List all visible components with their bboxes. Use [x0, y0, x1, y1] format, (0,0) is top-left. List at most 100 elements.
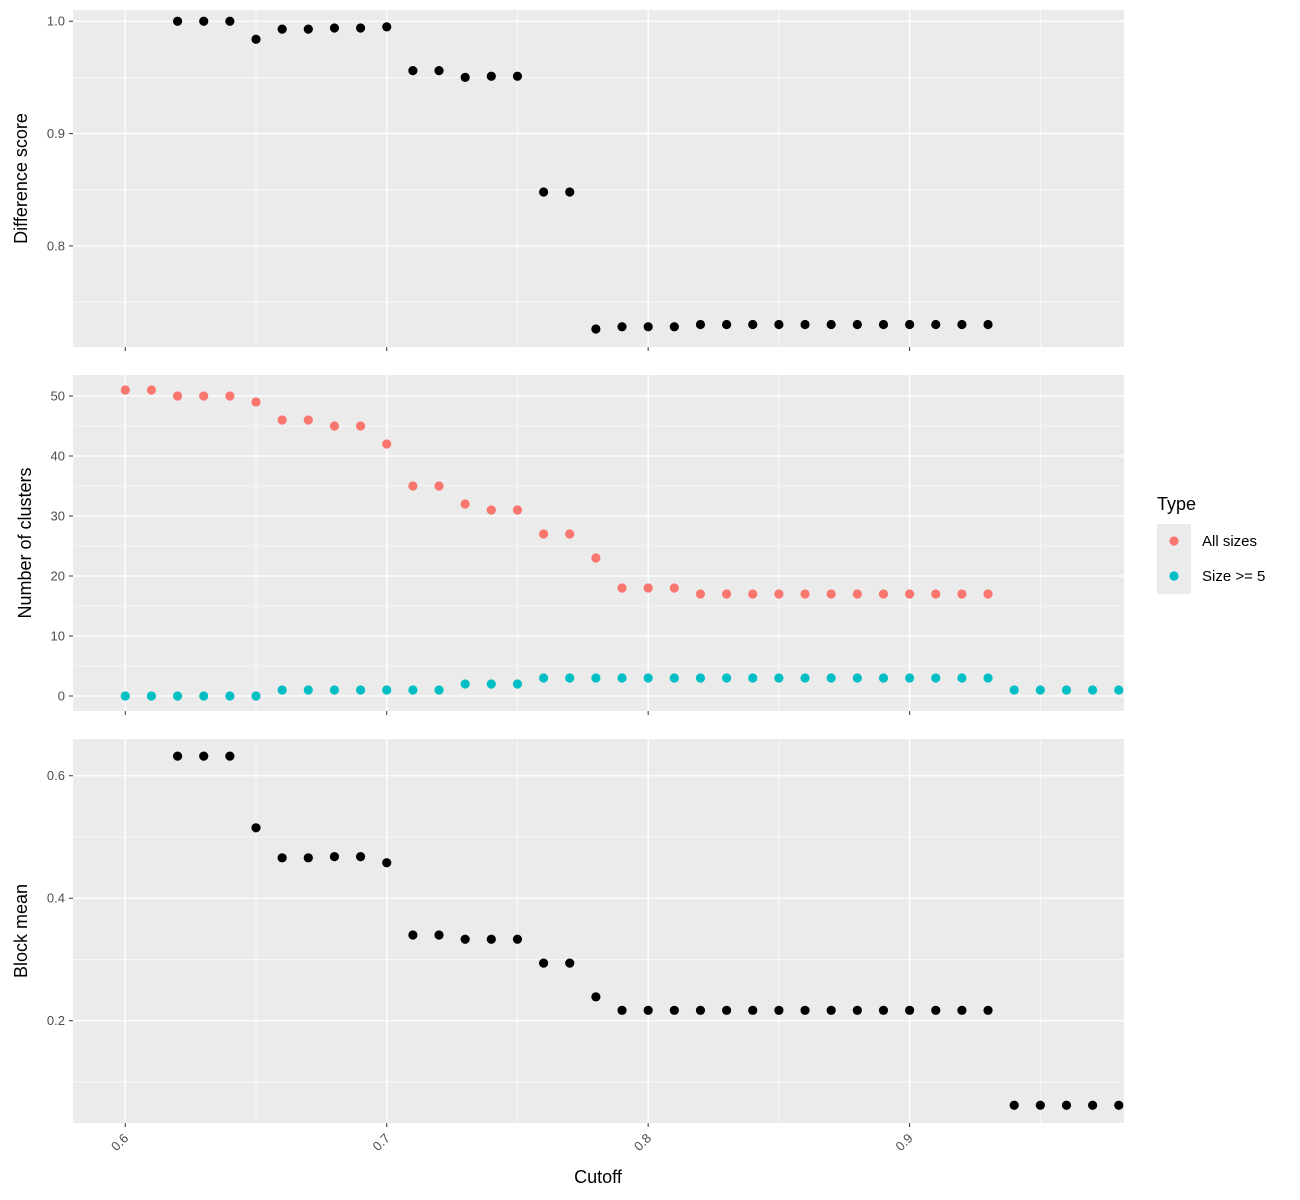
data-point [355, 23, 366, 33]
data-point [251, 823, 261, 833]
data-point [251, 34, 261, 44]
data-point [774, 673, 784, 683]
panel-top: 0.8 0.9 1.0 Difference score [11, 10, 1124, 351]
data-point [1088, 685, 1098, 695]
data-point [434, 481, 444, 491]
data-point [199, 691, 209, 701]
data-point [878, 319, 889, 330]
data-point [748, 589, 758, 599]
y-tick-label: 0.2 [47, 1013, 65, 1028]
data-point [669, 322, 679, 332]
y-tick-label: 0.6 [47, 768, 65, 783]
y-tick-label: 10 [51, 629, 65, 644]
data-point [957, 673, 967, 683]
data-point [774, 589, 784, 599]
data-point [695, 589, 706, 599]
data-point [225, 391, 235, 401]
legend-key [1169, 536, 1179, 546]
data-point [408, 66, 418, 76]
data-point [643, 1005, 653, 1015]
data-point [329, 421, 340, 431]
data-point [669, 1005, 679, 1015]
data-point [382, 22, 392, 32]
data-point [512, 505, 523, 515]
data-point [408, 930, 418, 940]
data-point [669, 673, 679, 683]
data-point [591, 992, 601, 1002]
data-point [460, 679, 470, 689]
data-point [277, 685, 287, 695]
data-point [146, 691, 157, 701]
data-point [774, 1005, 784, 1015]
data-point [748, 673, 758, 683]
y-axis-title: Difference score [11, 113, 31, 244]
data-point [800, 319, 810, 330]
legend-key [1169, 571, 1179, 581]
y-tick-label: 0.4 [47, 891, 65, 906]
panels: 0.8 0.9 1.0 Difference score 0 10 20 30 40 50 Numb… [11, 10, 1124, 1154]
data-point [669, 583, 679, 593]
y-tick-label: 0.8 [47, 238, 65, 253]
data-point [983, 319, 993, 330]
data-point [486, 934, 496, 944]
data-point [722, 673, 732, 683]
data-point [486, 505, 496, 515]
data-point [382, 685, 392, 695]
data-point [408, 685, 418, 695]
data-point [1114, 1100, 1124, 1110]
data-point [565, 187, 575, 197]
data-point [277, 415, 287, 425]
data-point [538, 673, 549, 683]
data-point [303, 24, 313, 34]
data-point [957, 1005, 967, 1015]
data-point [617, 1005, 627, 1015]
x-axis-title: Cutoff [574, 1167, 623, 1187]
data-point [538, 958, 549, 968]
legend-label: All sizes [1202, 533, 1257, 550]
data-point [199, 751, 209, 761]
data-point [931, 1005, 941, 1015]
data-point [1035, 685, 1045, 695]
series-points [172, 16, 993, 334]
panel-bottom: 0.2 0.4 0.6 Block mean [11, 739, 1124, 1127]
data-point [303, 685, 313, 695]
data-point [460, 499, 470, 509]
data-point [329, 23, 340, 33]
data-point [774, 319, 784, 330]
data-point [146, 385, 157, 395]
data-point [303, 415, 313, 425]
data-point [983, 589, 993, 599]
data-point [643, 322, 653, 332]
data-point [931, 589, 941, 599]
data-point [826, 1005, 836, 1015]
data-point [199, 391, 209, 401]
data-point [800, 673, 810, 683]
data-point [355, 421, 366, 431]
legend: Type All sizes Size >= 5 [1157, 494, 1265, 594]
data-point [695, 1005, 706, 1015]
data-point [591, 553, 601, 563]
data-point [120, 691, 130, 701]
panel-background [73, 739, 1124, 1123]
data-point [486, 71, 496, 81]
data-point [329, 851, 340, 862]
data-point [225, 751, 235, 761]
data-point [852, 1005, 862, 1015]
y-tick-label: 50 [51, 389, 65, 404]
data-point [643, 583, 653, 593]
data-point [1061, 685, 1072, 695]
data-point [931, 673, 941, 683]
data-point [277, 24, 287, 34]
data-point [225, 16, 235, 26]
data-point [878, 673, 889, 683]
data-point [800, 589, 810, 599]
data-point [852, 589, 862, 599]
data-point [329, 685, 340, 695]
data-point [172, 691, 183, 701]
data-point [538, 187, 549, 197]
data-point [355, 685, 366, 695]
data-point [512, 934, 523, 944]
data-point [382, 439, 392, 449]
data-point [172, 16, 183, 26]
